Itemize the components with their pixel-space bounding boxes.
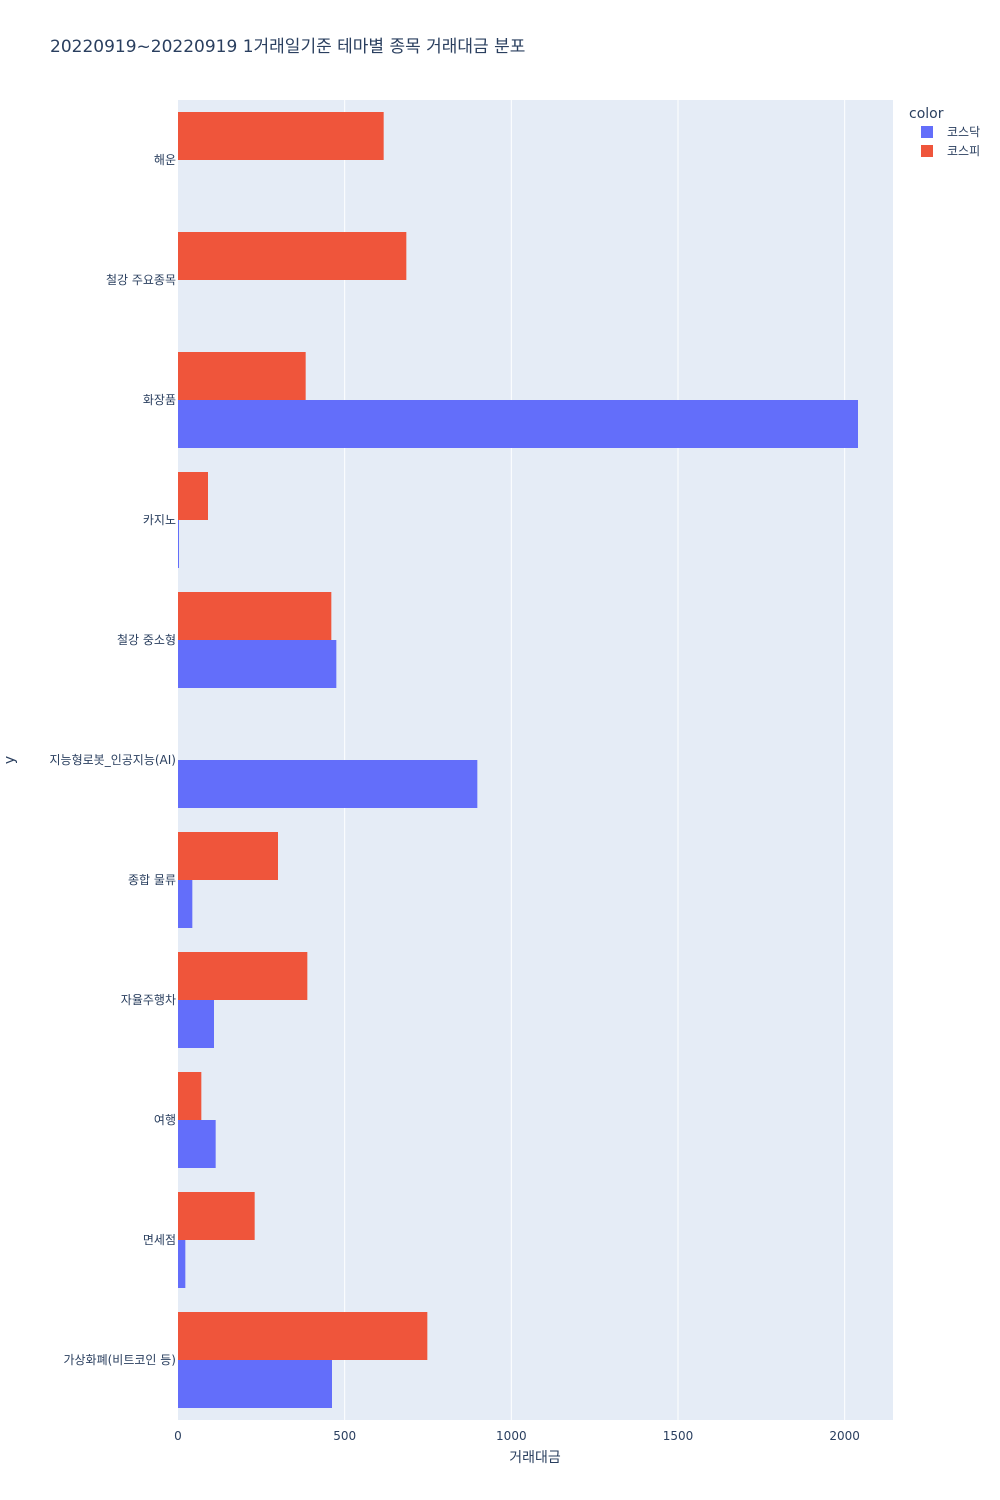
bar-kospi[interactable] <box>178 352 306 400</box>
bar-kosdaq[interactable] <box>178 760 478 808</box>
bar-kosdaq[interactable] <box>178 1240 186 1288</box>
bar-kospi[interactable] <box>178 472 208 520</box>
y-category-label: 가상화폐(비트코인 등) <box>63 1353 176 1367</box>
bar-kosdaq[interactable] <box>178 1360 332 1408</box>
y-category-label: 철강 주요종목 <box>106 273 176 287</box>
bar-kospi[interactable] <box>178 1312 428 1360</box>
y-category-label: 철강 중소형 <box>117 633 176 647</box>
legend-swatch <box>921 126 933 138</box>
chart-title: 20220919~20220919 1거래일기준 테마별 종목 거래대금 분포 <box>50 37 526 57</box>
y-category-label: 화장품 <box>143 393 176 407</box>
bar-kospi[interactable] <box>178 592 332 640</box>
bar-kospi[interactable] <box>178 832 278 880</box>
x-tick-labels: 0 500 1000 1500 2000 <box>174 1429 860 1443</box>
bars <box>178 112 858 1408</box>
y-category-label: 면세점 <box>143 1233 176 1247</box>
legend-title: color <box>909 106 944 122</box>
y-category-label: 종합 물류 <box>128 873 176 887</box>
bar-kospi[interactable] <box>178 952 308 1000</box>
bar-kospi[interactable] <box>178 112 384 160</box>
y-category-label: 해운 <box>154 153 176 167</box>
legend-swatch <box>921 145 933 157</box>
x-tick-label: 2000 <box>829 1429 860 1443</box>
bar-kosdaq[interactable] <box>178 400 858 448</box>
x-tick-label: 0 <box>174 1429 182 1443</box>
bar-kosdaq[interactable] <box>178 880 193 928</box>
bar-kosdaq[interactable] <box>178 1120 216 1168</box>
x-tick-label: 1500 <box>663 1429 694 1443</box>
legend-item-label[interactable]: 코스피 <box>947 144 980 158</box>
x-tick-label: 1000 <box>496 1429 527 1443</box>
y-category-label: 지능형로봇_인공지능(AI) <box>50 753 176 767</box>
x-tick-label: 500 <box>333 1429 356 1443</box>
bar-kospi[interactable] <box>178 1072 202 1120</box>
y-axis-label: y <box>2 756 18 764</box>
x-axis-label: 거래대금 <box>509 1450 561 1466</box>
y-category-label: 여행 <box>154 1112 176 1127</box>
bar-kosdaq[interactable] <box>178 520 179 568</box>
bar-kospi[interactable] <box>178 1192 255 1240</box>
y-category-label: 자율주행차 <box>121 992 176 1007</box>
legend-item-label[interactable]: 코스닥 <box>947 125 980 139</box>
bar-kosdaq[interactable] <box>178 640 337 688</box>
y-category-label: 카지노 <box>143 513 176 527</box>
bar-kosdaq[interactable] <box>178 1000 214 1048</box>
bar-kospi[interactable] <box>178 232 407 280</box>
